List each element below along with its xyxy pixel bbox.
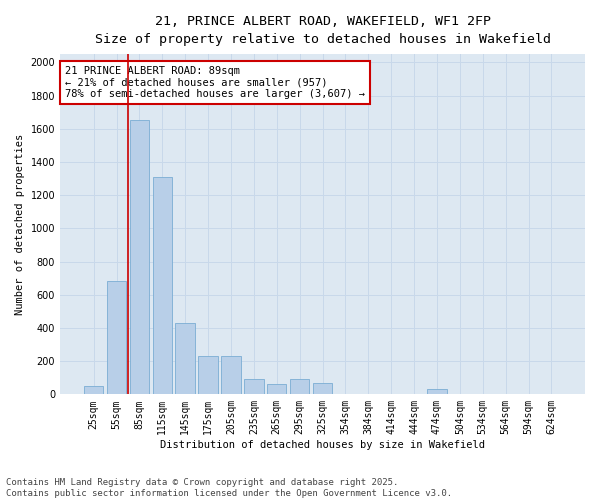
- Title: 21, PRINCE ALBERT ROAD, WAKEFIELD, WF1 2FP
Size of property relative to detached: 21, PRINCE ALBERT ROAD, WAKEFIELD, WF1 2…: [95, 15, 551, 46]
- Bar: [199, 356, 218, 395]
- Bar: [130, 120, 149, 394]
- Bar: [427, 390, 446, 394]
- X-axis label: Distribution of detached houses by size in Wakefield: Distribution of detached houses by size …: [160, 440, 485, 450]
- Text: 21 PRINCE ALBERT ROAD: 89sqm
← 21% of detached houses are smaller (957)
78% of s: 21 PRINCE ALBERT ROAD: 89sqm ← 21% of de…: [65, 66, 365, 99]
- Text: Contains HM Land Registry data © Crown copyright and database right 2025.
Contai: Contains HM Land Registry data © Crown c…: [6, 478, 452, 498]
- Bar: [107, 282, 126, 395]
- Bar: [84, 386, 103, 394]
- Bar: [221, 356, 241, 395]
- Bar: [175, 323, 195, 394]
- Bar: [290, 380, 310, 394]
- Bar: [313, 382, 332, 394]
- Bar: [244, 380, 263, 394]
- Bar: [152, 177, 172, 394]
- Y-axis label: Number of detached properties: Number of detached properties: [15, 134, 25, 315]
- Bar: [267, 384, 286, 394]
